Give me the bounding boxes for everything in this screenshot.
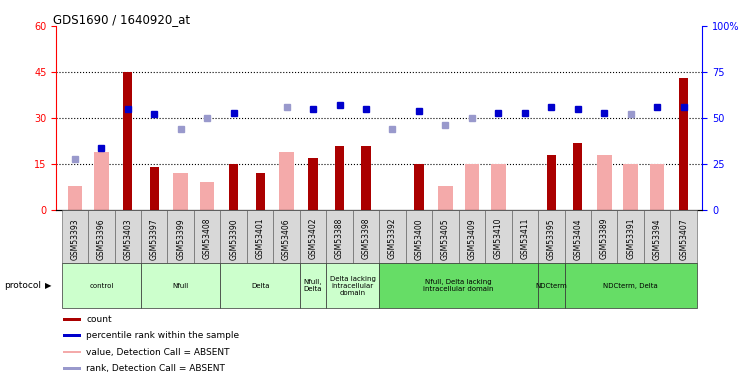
Bar (679, 78, 688, 210)
Text: GSM53408: GSM53408 (203, 218, 212, 259)
Text: GSM53389: GSM53389 (600, 218, 609, 259)
Bar (438, 186, 453, 210)
Bar (591, 210, 617, 262)
Bar (115, 210, 141, 262)
Bar (459, 210, 485, 262)
Bar (279, 152, 294, 210)
Text: GSM53393: GSM53393 (71, 218, 80, 259)
Text: control: control (89, 283, 113, 289)
Bar (300, 210, 327, 262)
Text: GSM53399: GSM53399 (176, 218, 185, 259)
Text: GSM53392: GSM53392 (388, 218, 397, 259)
Bar (597, 179, 611, 210)
Text: GSM53390: GSM53390 (229, 218, 238, 259)
Text: ▶: ▶ (45, 281, 52, 290)
Bar (538, 210, 565, 262)
Bar (141, 210, 167, 262)
Bar (650, 164, 665, 210)
Text: GSM53394: GSM53394 (653, 218, 662, 259)
Text: NDCterm: NDCterm (535, 283, 567, 289)
Bar (327, 263, 379, 308)
Text: GSM53407: GSM53407 (679, 218, 688, 259)
Text: rank, Detection Call = ABSENT: rank, Detection Call = ABSENT (86, 364, 225, 373)
Bar (623, 164, 638, 210)
Bar (167, 210, 194, 262)
Bar (353, 210, 379, 262)
Bar (88, 210, 115, 262)
Text: GSM53409: GSM53409 (467, 218, 476, 259)
Bar (173, 173, 188, 210)
Bar (255, 173, 265, 210)
Bar (644, 210, 671, 262)
Bar (327, 210, 353, 262)
Text: GSM53397: GSM53397 (149, 218, 158, 259)
Bar (229, 164, 238, 210)
Bar (671, 210, 697, 262)
Bar (335, 146, 344, 210)
Bar (221, 263, 300, 308)
Text: count: count (86, 315, 112, 324)
Bar (63, 367, 81, 370)
Text: value, Detection Call = ABSENT: value, Detection Call = ABSENT (86, 348, 230, 357)
Bar (149, 167, 159, 210)
Bar (547, 155, 556, 210)
Bar (379, 263, 538, 308)
Bar (379, 210, 406, 262)
Text: Delta lacking
intracellular
domain: Delta lacking intracellular domain (330, 276, 376, 296)
Text: GSM53396: GSM53396 (97, 218, 106, 259)
Text: NDCterm, Delta: NDCterm, Delta (603, 283, 658, 289)
Bar (465, 164, 479, 210)
Text: GSM53400: GSM53400 (415, 218, 424, 259)
Bar (415, 164, 424, 210)
Text: GSM53411: GSM53411 (520, 218, 529, 259)
Text: percentile rank within the sample: percentile rank within the sample (86, 331, 239, 340)
Bar (491, 164, 505, 210)
Bar (273, 210, 300, 262)
Text: Delta: Delta (251, 283, 270, 289)
Text: GSM53410: GSM53410 (494, 218, 503, 259)
Bar (597, 155, 611, 210)
Bar (309, 158, 318, 210)
Bar (432, 210, 459, 262)
Text: GSM53405: GSM53405 (441, 218, 450, 259)
Bar (573, 142, 583, 210)
Bar (123, 72, 132, 210)
Bar (247, 210, 273, 262)
Bar (221, 210, 247, 262)
Text: Nfull,
Delta: Nfull, Delta (304, 279, 322, 292)
Bar (63, 351, 81, 353)
Bar (62, 263, 141, 308)
Bar (538, 263, 565, 308)
Text: GDS1690 / 1640920_at: GDS1690 / 1640920_at (53, 13, 190, 26)
Bar (511, 210, 538, 262)
Bar (565, 210, 591, 262)
Bar (361, 146, 371, 210)
Bar (406, 210, 432, 262)
Bar (565, 263, 697, 308)
Bar (200, 183, 215, 210)
Text: GSM53402: GSM53402 (309, 218, 318, 259)
Text: GSM53398: GSM53398 (361, 218, 370, 259)
Text: Nfull: Nfull (173, 283, 189, 289)
Text: Nfull, Delta lacking
intracellular domain: Nfull, Delta lacking intracellular domai… (424, 279, 494, 292)
Bar (62, 210, 88, 262)
Bar (300, 263, 327, 308)
Text: GSM53406: GSM53406 (282, 218, 291, 259)
Bar (617, 210, 644, 262)
Bar (141, 263, 221, 308)
Text: GSM53403: GSM53403 (123, 218, 132, 259)
Text: protocol: protocol (4, 281, 41, 290)
Text: GSM53401: GSM53401 (255, 218, 264, 259)
Bar (94, 152, 109, 210)
Text: GSM53391: GSM53391 (626, 218, 635, 259)
Bar (68, 186, 82, 210)
Bar (485, 210, 511, 262)
Bar (63, 334, 81, 337)
Bar (194, 210, 221, 262)
Text: GSM53395: GSM53395 (547, 218, 556, 259)
Text: GSM53388: GSM53388 (335, 218, 344, 259)
Text: GSM53404: GSM53404 (573, 218, 582, 259)
Bar (63, 318, 81, 321)
